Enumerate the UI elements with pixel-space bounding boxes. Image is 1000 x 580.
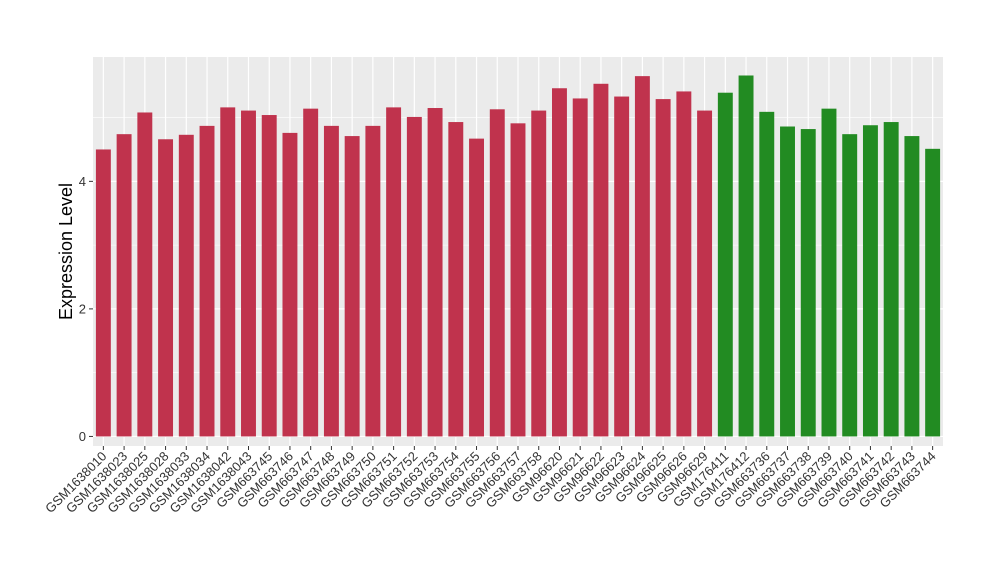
bar-GSM663758	[531, 110, 547, 437]
y-tick-label: 4	[79, 174, 86, 189]
bar-GSM1638025	[137, 112, 153, 437]
bar-GSM1638023	[116, 134, 132, 437]
bar-GSM176411	[717, 92, 733, 437]
bar-GSM663745	[261, 115, 277, 437]
bar-GSM1638028	[158, 139, 174, 437]
bar-GSM1638043	[241, 110, 256, 437]
bar-GSM96621	[572, 98, 588, 437]
bar-GSM663737	[780, 126, 795, 437]
bars	[95, 75, 941, 437]
bar-GSM96624	[634, 76, 650, 437]
y-tick-label: 0	[79, 429, 86, 444]
bar-GSM663748	[323, 125, 339, 437]
bar-GSM663744	[925, 148, 941, 437]
bar-GSM96625	[655, 99, 671, 437]
bar-GSM96629	[697, 110, 713, 437]
bar-GSM1638010	[95, 149, 111, 437]
bar-GSM96620	[552, 88, 567, 437]
bar-GSM96622	[593, 83, 609, 437]
bar-GSM663743	[904, 136, 920, 437]
bar-GSM663754	[448, 122, 464, 437]
bar-GSM663751	[386, 107, 402, 437]
bar-GSM1638042	[220, 107, 236, 437]
bar-GSM663740	[842, 134, 858, 437]
bar-GSM663738	[800, 129, 816, 437]
y-tick-label: 2	[79, 301, 86, 316]
bar-GSM96626	[676, 91, 692, 437]
bar-GSM1638033	[178, 134, 194, 437]
bar-GSM663736	[759, 111, 775, 437]
x-axis: GSM1638010GSM1638023GSM1638025GSM1638028…	[42, 446, 939, 516]
bar-GSM663757	[510, 123, 526, 437]
bar-GSM96623	[614, 96, 630, 437]
bar-GSM663739	[821, 108, 837, 437]
bar-GSM663749	[344, 136, 360, 437]
y-axis: 0 2 4	[79, 174, 93, 444]
bar-GSM663747	[303, 108, 319, 437]
bar-GSM663741	[862, 125, 878, 437]
bar-GSM663750	[365, 125, 381, 437]
bar-GSM176412	[738, 75, 754, 437]
bar-GSM663746	[282, 132, 298, 437]
bar-GSM663742	[883, 122, 899, 437]
bar-GSM663755	[469, 138, 484, 437]
bar-GSM1638034	[199, 125, 215, 437]
bar-GSM663756	[489, 109, 505, 437]
bar-GSM663753	[427, 108, 443, 437]
bar-GSM663752	[406, 116, 422, 437]
y-axis-title: Expression Level	[56, 183, 76, 320]
